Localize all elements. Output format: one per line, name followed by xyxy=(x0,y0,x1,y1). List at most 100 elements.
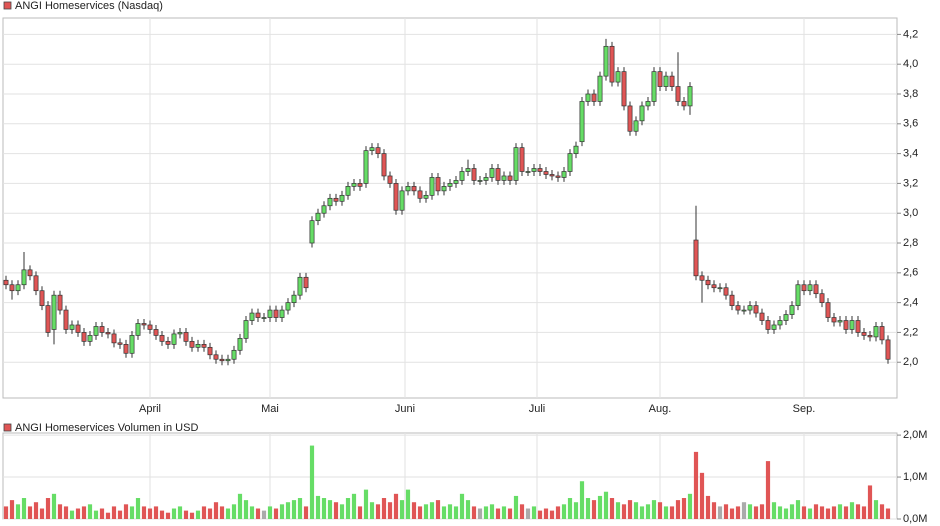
volume-bar xyxy=(165,512,171,519)
volume-bar xyxy=(93,510,99,519)
candle-body xyxy=(411,186,417,192)
y-tick-label: 4,0 xyxy=(903,58,918,70)
candle-body xyxy=(681,101,687,107)
candle-body xyxy=(807,284,813,292)
x-tick-label: Juli xyxy=(529,403,546,415)
volume-bar xyxy=(153,506,159,519)
volume-bar xyxy=(273,508,279,519)
volume-bar xyxy=(687,493,693,519)
candle-body xyxy=(801,284,807,292)
volume-bar xyxy=(633,502,639,519)
candle-body xyxy=(861,332,867,336)
candle-body xyxy=(855,320,861,333)
candle-body xyxy=(159,335,165,342)
volume-bar xyxy=(801,506,807,519)
candle-body xyxy=(81,332,87,342)
y-tick-label: 4,2 xyxy=(903,28,918,40)
candle-body xyxy=(429,177,435,196)
candle-body xyxy=(513,147,519,181)
volume-bar xyxy=(759,504,765,519)
candle-body xyxy=(9,284,15,292)
volume-bar xyxy=(75,508,81,519)
volume-bar xyxy=(579,481,585,519)
volume-bar xyxy=(417,506,423,519)
candle-body xyxy=(777,320,783,326)
candle-body xyxy=(393,183,399,211)
volume-bar xyxy=(699,472,705,519)
y-tick-label: 1,0M xyxy=(903,471,927,483)
candle-body xyxy=(447,183,453,187)
volume-bar xyxy=(15,504,21,519)
volume-bar xyxy=(237,493,243,519)
volume-bar xyxy=(591,500,597,519)
candle-body xyxy=(561,171,567,178)
volume-bar xyxy=(525,508,531,519)
volume-bar xyxy=(537,510,543,519)
volume-bar xyxy=(123,504,129,519)
candle-body xyxy=(441,186,447,192)
y-tick-label: 2,8 xyxy=(903,237,918,249)
candle-body xyxy=(621,71,627,107)
volume-bar xyxy=(843,506,849,519)
candle-body xyxy=(135,323,141,336)
volume-bar xyxy=(435,500,441,519)
candle-body xyxy=(117,342,123,345)
x-tick-label: Sep. xyxy=(793,403,816,415)
volume-bar xyxy=(27,506,33,519)
volume-bar xyxy=(369,502,375,519)
volume-bar xyxy=(723,504,729,519)
volume-bar xyxy=(471,506,477,519)
volume-bar xyxy=(597,495,603,519)
candle-body xyxy=(741,309,747,312)
volume-bar xyxy=(447,504,453,519)
x-tick-label: Mai xyxy=(261,403,279,415)
candle-body xyxy=(597,75,603,102)
volume-bar xyxy=(207,508,213,519)
candle-body xyxy=(555,175,561,178)
y-tick-label: 2,0M xyxy=(903,429,927,441)
volume-bar xyxy=(129,506,135,519)
volume-bar xyxy=(357,506,363,519)
volume-bar xyxy=(117,510,123,519)
candle-body xyxy=(771,324,777,330)
volume-bar xyxy=(231,504,237,519)
candle-body xyxy=(543,171,549,175)
volume-bar xyxy=(819,506,825,519)
candle-body xyxy=(483,177,489,181)
candle-body xyxy=(795,284,801,306)
candle-body xyxy=(687,86,693,107)
candle-body xyxy=(297,276,303,296)
candle-body xyxy=(147,324,153,330)
candle-body xyxy=(645,101,651,107)
candle-body xyxy=(783,314,789,321)
candle-body xyxy=(267,309,273,318)
volume-bar xyxy=(615,502,621,519)
volume-bar xyxy=(645,504,651,519)
volume-bar xyxy=(3,506,9,519)
y-tick-label: 2,0 xyxy=(903,356,918,368)
candle-body xyxy=(291,294,297,303)
candle-body xyxy=(273,309,279,318)
candle-body xyxy=(399,190,405,211)
candle-body xyxy=(813,284,819,295)
volume-bar xyxy=(507,508,513,519)
volume-bar xyxy=(135,498,141,519)
volume-bar xyxy=(177,506,183,519)
volume-bar xyxy=(783,508,789,519)
y-tick-label: 3,8 xyxy=(903,88,918,100)
candle-body xyxy=(603,45,609,77)
candle-body xyxy=(213,354,219,360)
candle-body xyxy=(189,341,195,348)
candle-body xyxy=(651,71,657,102)
volume-bar xyxy=(279,504,285,519)
volume-bar xyxy=(201,506,207,519)
candle-body xyxy=(261,317,267,319)
candle-body xyxy=(831,317,837,323)
x-tick-label: Juni xyxy=(395,403,415,415)
volume-bar xyxy=(405,489,411,519)
candle-body xyxy=(537,168,543,172)
candle-body xyxy=(285,302,291,311)
candle-body xyxy=(33,275,39,292)
volume-bar xyxy=(825,508,831,519)
